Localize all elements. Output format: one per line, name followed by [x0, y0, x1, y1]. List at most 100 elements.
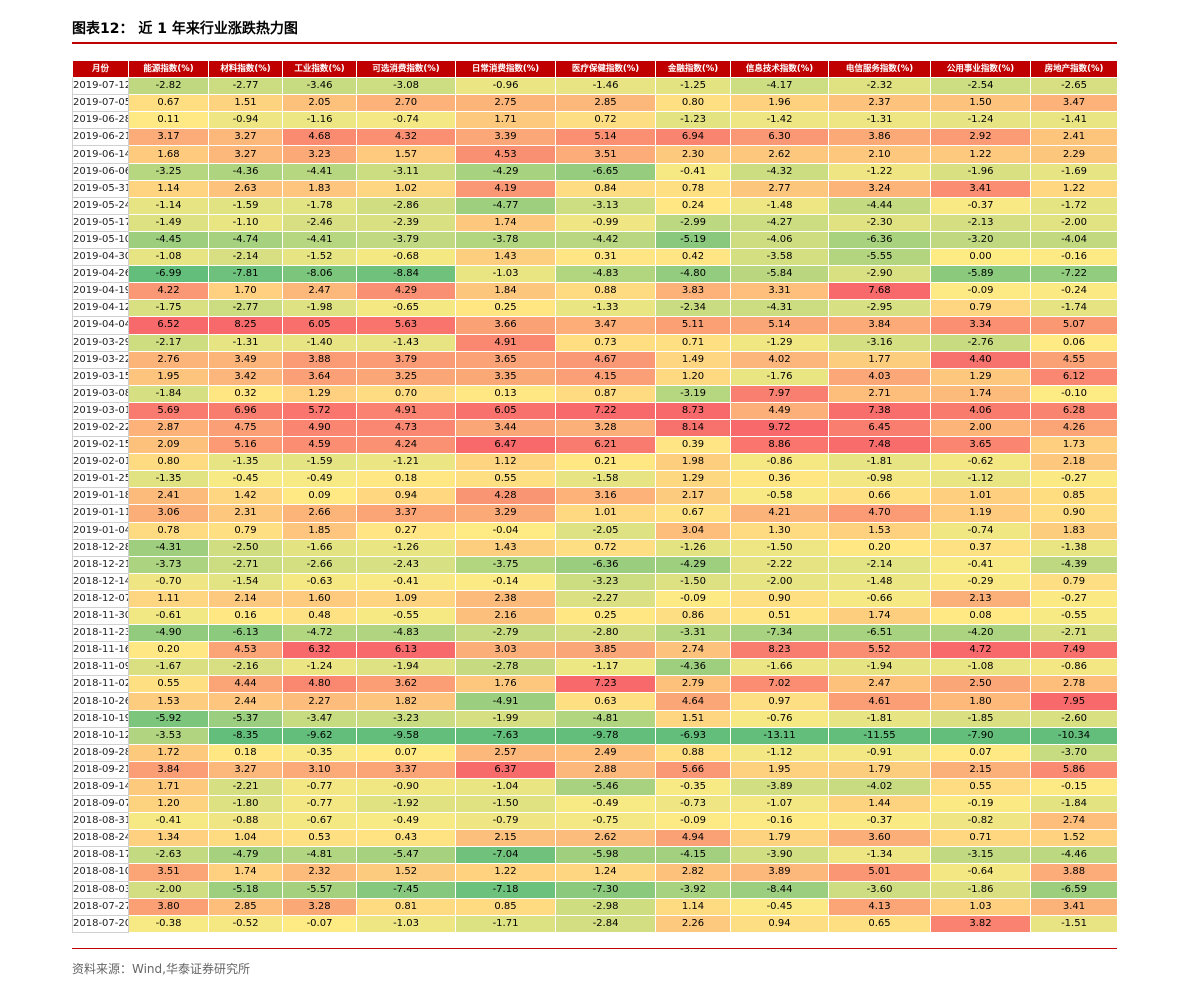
value-cell: -1.52: [282, 248, 357, 267]
value-cell: -1.14: [128, 196, 209, 215]
value-cell: 7.68: [828, 282, 931, 301]
table-row: 2018-07-27 3.80 2.85 3.28 0.81 0.85 -2.98 1.14-…: [72, 897, 1118, 916]
value-cell: 5.66: [655, 760, 731, 779]
value-cell: 0.67: [655, 504, 731, 523]
value-cell: -5.37: [208, 709, 283, 728]
value-cell: -1.81: [828, 709, 931, 728]
value-cell: -0.37: [930, 196, 1031, 215]
value-cell: -4.83: [555, 265, 656, 284]
value-cell: -4.31: [730, 299, 829, 318]
value-cell: 1.42: [208, 487, 283, 506]
value-cell: -1.81: [828, 453, 931, 472]
value-cell: 2.13: [930, 589, 1031, 609]
value-cell: -0.38: [128, 914, 209, 933]
value-cell: 5.14: [555, 128, 656, 147]
value-cell: 5.14: [730, 316, 829, 335]
value-cell: -1.50: [730, 538, 829, 557]
value-cell: 3.27: [208, 145, 283, 164]
value-cell: -2.30: [828, 213, 931, 232]
value-cell: -1.07: [730, 795, 829, 814]
value-cell: -1.46: [555, 77, 656, 96]
value-cell: -4.74: [208, 230, 283, 250]
value-cell: 3.37: [356, 760, 456, 779]
value-cell: -6.93: [655, 726, 731, 745]
column-header: 材料指数(%): [208, 59, 283, 79]
source: 资料来源：Wind,华泰证券研究所: [72, 962, 250, 976]
value-cell: 0.43: [356, 829, 456, 848]
value-cell: -1.31: [828, 111, 931, 130]
table-row: 2019-01-25 -1.35 -0.45 -0.49 0.18 0.55 -1.58 1.…: [72, 470, 1118, 489]
value-cell: 3.16: [555, 487, 656, 506]
value-cell: 4.59: [282, 436, 357, 455]
value-cell: -0.74: [930, 521, 1031, 540]
column-header: 金融指数(%): [655, 59, 731, 79]
rule: [72, 948, 1117, 949]
value-cell: 1.73: [1030, 436, 1118, 455]
date-cell: 2019-06-14: [72, 145, 129, 164]
date-cell: 2019-04-04: [72, 316, 129, 335]
value-cell: -2.21: [208, 777, 283, 797]
value-cell: -3.58: [730, 248, 829, 267]
date-cell: 2019-04-19: [72, 282, 129, 301]
value-cell: -2.00: [128, 880, 209, 899]
value-cell: -1.22: [828, 162, 931, 181]
value-cell: -3.47: [282, 709, 357, 728]
value-cell: -1.31: [208, 333, 283, 352]
value-cell: 4.19: [455, 179, 556, 198]
value-cell: -0.66: [828, 589, 931, 609]
value-cell: 2.47: [828, 675, 931, 694]
date-cell: 2018-09-21: [72, 760, 129, 779]
value-cell: -2.34: [655, 299, 731, 318]
value-cell: -1.10: [208, 213, 283, 232]
value-cell: 3.65: [455, 350, 556, 369]
value-cell: 0.72: [555, 538, 656, 557]
value-cell: 5.01: [828, 863, 931, 882]
value-cell: 1.30: [730, 521, 829, 540]
value-cell: -1.12: [930, 470, 1031, 489]
value-cell: 8.86: [730, 436, 829, 455]
value-cell: 1.74: [455, 213, 556, 232]
value-cell: 2.14: [208, 589, 283, 609]
value-cell: 1.77: [828, 350, 931, 369]
value-cell: 0.71: [930, 829, 1031, 848]
value-cell: -2.99: [655, 213, 731, 232]
value-cell: 3.10: [282, 760, 357, 779]
value-cell: -5.89: [930, 265, 1031, 284]
value-cell: 2.74: [1030, 812, 1118, 831]
value-cell: 0.63: [555, 692, 656, 711]
value-cell: 2.32: [282, 863, 357, 882]
column-header: 可选消费指数(%): [356, 59, 456, 79]
value-cell: -5.98: [555, 846, 656, 865]
value-cell: -0.37: [828, 812, 931, 831]
table-row: 2019-05-17 -1.49 -1.10 -2.46 -2.39 1.74 -0.99-…: [72, 213, 1118, 232]
date-cell: 2019-03-29: [72, 333, 129, 352]
value-cell: 1.50: [930, 94, 1031, 113]
value-cell: 0.25: [455, 299, 556, 318]
value-cell: 3.31: [730, 282, 829, 301]
value-cell: 4.22: [128, 282, 209, 301]
date-cell: 2019-02-15: [72, 436, 129, 455]
value-cell: 7.38: [828, 401, 931, 420]
column-header: 医疗保健指数(%): [555, 59, 656, 79]
value-cell: -2.71: [1030, 624, 1118, 643]
value-cell: -0.79: [455, 812, 556, 831]
value-cell: -3.15: [930, 846, 1031, 865]
value-cell: -0.15: [1030, 777, 1118, 797]
column-header: 能源指数(%): [128, 59, 209, 79]
value-cell: 3.34: [930, 316, 1031, 335]
value-cell: -4.42: [555, 230, 656, 250]
value-cell: -0.41: [655, 162, 731, 181]
value-cell: -1.26: [356, 538, 456, 557]
value-cell: 3.06: [128, 504, 209, 523]
value-cell: 6.94: [655, 128, 731, 147]
value-cell: -3.46: [282, 77, 357, 96]
value-cell: -7.04: [455, 846, 556, 865]
value-cell: -4.44: [828, 196, 931, 215]
value-cell: 5.11: [655, 316, 731, 335]
value-cell: -3.79: [356, 230, 456, 250]
value-cell: -1.35: [128, 470, 209, 489]
value-cell: -1.40: [282, 333, 357, 352]
value-cell: -1.35: [208, 453, 283, 472]
value-cell: -0.61: [128, 606, 209, 626]
value-cell: 1.79: [828, 760, 931, 779]
